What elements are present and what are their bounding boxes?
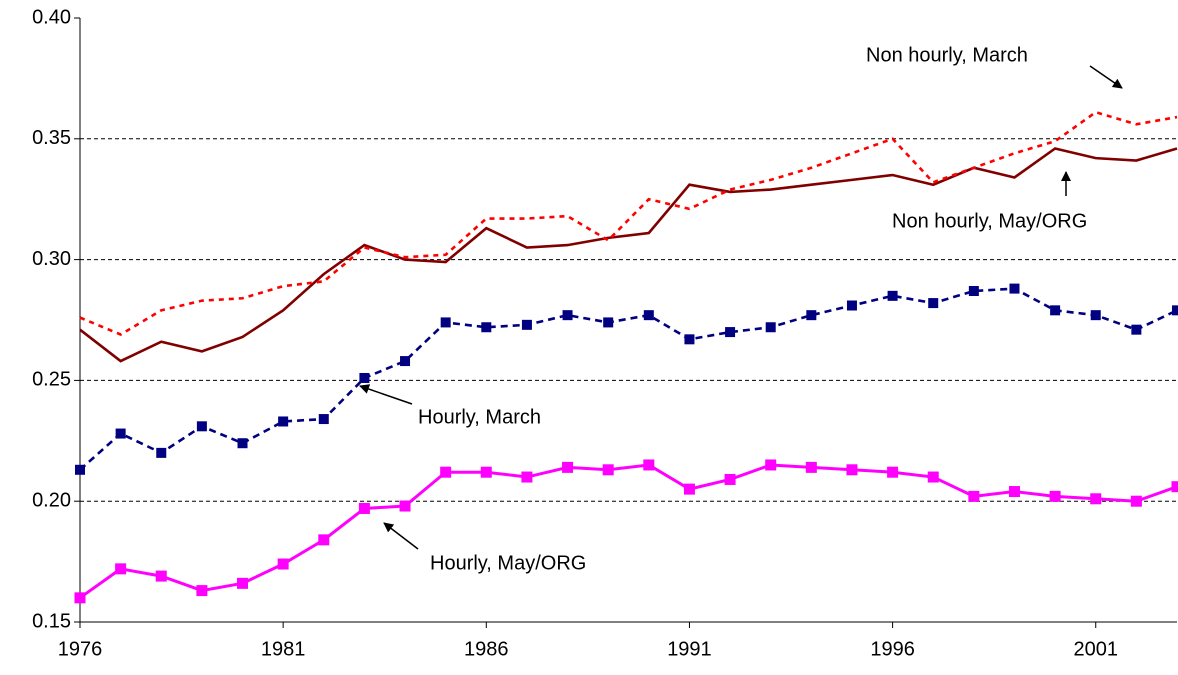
marker (765, 322, 776, 333)
marker (358, 502, 370, 514)
marker (1131, 324, 1142, 335)
marker (196, 421, 207, 432)
marker (481, 322, 492, 333)
marker (237, 577, 249, 589)
series-line (79, 147, 1178, 363)
marker (440, 317, 451, 328)
marker (399, 500, 411, 512)
marker (196, 585, 208, 597)
marker (846, 300, 857, 311)
series-annotation: Non hourly, March (866, 44, 1028, 66)
marker (400, 356, 411, 367)
marker (603, 317, 614, 328)
marker (887, 290, 898, 301)
marker (1090, 493, 1102, 505)
marker (1090, 310, 1101, 321)
marker (562, 310, 573, 321)
marker (521, 471, 533, 483)
annotation-arrow (1089, 65, 1123, 89)
y-tick-label: 0.25 (32, 369, 71, 391)
marker (278, 416, 289, 427)
y-tick-label: 0.35 (32, 127, 71, 149)
marker (237, 438, 248, 449)
marker (724, 473, 736, 485)
marker (277, 558, 289, 570)
marker (927, 471, 939, 483)
marker (928, 298, 939, 309)
y-tick-label: 0.15 (32, 610, 71, 632)
x-tick-label: 1986 (464, 638, 509, 660)
x-tick-label: 1981 (261, 638, 306, 660)
marker (887, 466, 899, 478)
marker (115, 563, 127, 575)
marker (1050, 305, 1061, 316)
marker (1171, 481, 1178, 493)
y-tick-label: 0.30 (32, 248, 71, 270)
marker (684, 334, 695, 345)
marker (1172, 305, 1178, 316)
marker (846, 464, 858, 476)
marker (643, 310, 654, 321)
annotation-arrow (383, 522, 419, 550)
x-tick-label: 2001 (1073, 638, 1118, 660)
marker (318, 534, 330, 546)
y-tick-label: 0.20 (32, 489, 71, 511)
x-tick-label: 1991 (667, 638, 712, 660)
series-annotation: Hourly, May/ORG (430, 552, 586, 574)
series-line (79, 287, 1178, 471)
x-tick-label: 1996 (870, 638, 915, 660)
marker (521, 319, 532, 330)
series-line (79, 110, 1178, 336)
marker (562, 461, 574, 473)
marker (74, 592, 86, 604)
marker (155, 570, 167, 582)
annotation-arrow (359, 384, 413, 405)
marker (440, 466, 452, 478)
y-tick-label: 0.40 (32, 6, 71, 28)
marker (1130, 495, 1142, 507)
marker (1049, 490, 1061, 502)
marker (1009, 283, 1020, 294)
marker (602, 464, 614, 476)
marker (156, 447, 167, 458)
series-annotation: Non hourly, May/ORG (892, 210, 1087, 232)
marker (318, 414, 329, 425)
marker (765, 459, 777, 471)
marker (968, 490, 980, 502)
marker (806, 310, 817, 321)
marker (968, 286, 979, 297)
marker (480, 466, 492, 478)
x-tick-label: 1976 (58, 638, 103, 660)
marker (643, 459, 655, 471)
marker (115, 428, 126, 439)
marker (75, 464, 85, 475)
marker (725, 327, 736, 338)
marker (1008, 486, 1020, 498)
series-annotation: Hourly, March (418, 406, 541, 428)
series-line (79, 463, 1178, 600)
marker (359, 372, 370, 383)
marker (805, 461, 817, 473)
marker (683, 483, 695, 495)
